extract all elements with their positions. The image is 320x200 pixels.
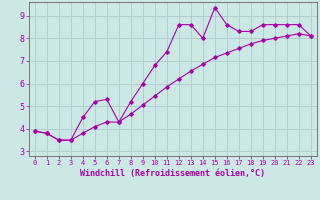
X-axis label: Windchill (Refroidissement éolien,°C): Windchill (Refroidissement éolien,°C) [80, 169, 265, 178]
